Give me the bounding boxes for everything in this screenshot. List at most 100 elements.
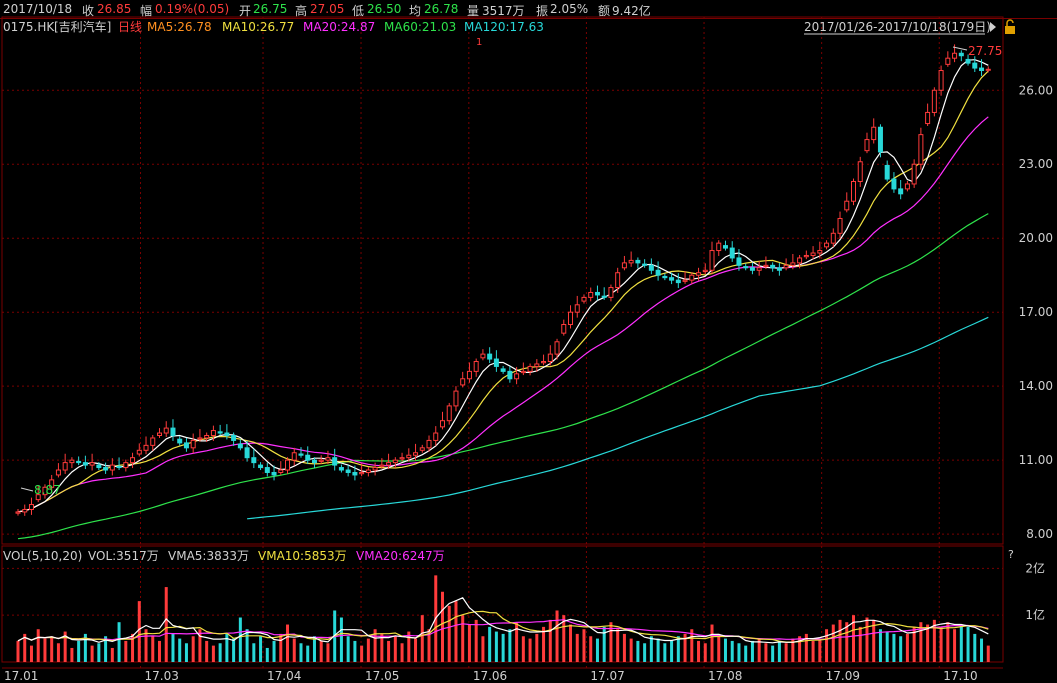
help-icon[interactable]: ? xyxy=(1008,548,1014,561)
candle-body xyxy=(716,242,722,252)
open-value: 26.75 xyxy=(253,2,288,16)
candle-body xyxy=(608,287,614,298)
candle-body xyxy=(62,462,68,471)
volume-bar xyxy=(905,633,909,662)
ma10-line xyxy=(17,70,989,513)
volume-bar xyxy=(400,643,404,662)
candle-body xyxy=(817,250,823,254)
candle-body xyxy=(621,262,627,269)
volume-bar xyxy=(710,624,714,662)
volume-bar xyxy=(366,638,370,662)
volume-bar xyxy=(515,622,519,662)
candle-body xyxy=(473,361,479,372)
low-annotation-pointer xyxy=(20,487,34,492)
candle-body xyxy=(648,264,654,271)
date-tick-label: 17.09 xyxy=(826,669,860,683)
candle-body xyxy=(945,57,951,65)
volume-bar xyxy=(178,638,182,662)
price-tick-label: 8.00 xyxy=(1026,527,1053,541)
candle-body xyxy=(379,464,385,467)
candlesticks xyxy=(15,44,991,516)
price-tick-label: 17.00 xyxy=(1019,305,1053,319)
candle-body xyxy=(69,459,75,464)
candle-body xyxy=(877,126,883,153)
volume-bar xyxy=(286,624,290,662)
date-axis-labels: 17.01 17.03 17.04 17.05 17.06 17.07 17.08 17.09… xyxy=(4,669,978,683)
volume-bar xyxy=(966,626,970,662)
candle-body xyxy=(594,291,600,296)
volume-bar xyxy=(737,643,741,662)
candle-body xyxy=(696,272,702,276)
period-label[interactable]: 日线 xyxy=(118,20,142,34)
volume-bar xyxy=(151,636,155,662)
candle-body xyxy=(419,447,425,451)
candle-body xyxy=(190,439,196,449)
date-range-label[interactable]: 2017/01/26-2017/10/18(179日) xyxy=(804,20,991,34)
candle-body xyxy=(864,139,870,152)
candle-body xyxy=(952,52,958,59)
ma120-label: MA120:17.63 xyxy=(464,20,544,34)
candle-body xyxy=(884,164,890,180)
lock-icon[interactable] xyxy=(1005,19,1015,34)
volume-bar xyxy=(353,640,357,662)
volume-bar xyxy=(29,645,33,662)
volume-bar xyxy=(670,640,674,662)
candle-body xyxy=(898,188,904,195)
volume-bar xyxy=(980,638,984,662)
volume-bar xyxy=(528,638,532,662)
candle-body xyxy=(709,250,715,271)
volume-bar xyxy=(77,640,81,662)
candle-body xyxy=(345,469,351,473)
volume-bar xyxy=(488,626,492,662)
volume-bar xyxy=(953,629,957,662)
candle-body xyxy=(338,467,344,471)
volume-bar xyxy=(461,615,465,662)
candle-body xyxy=(824,242,830,248)
candle-body xyxy=(837,217,843,234)
price-axis-labels: 8.00 11.00 14.00 17.00 20.00 23.00 26.00 xyxy=(1019,83,1053,541)
volume-value: 3517万 xyxy=(482,4,525,18)
volume-bar xyxy=(582,629,586,662)
amount-label: 额 xyxy=(598,4,611,18)
volume-bar xyxy=(393,636,397,662)
volume-bar xyxy=(865,617,869,662)
volume-bar xyxy=(501,633,505,662)
volume-bar xyxy=(939,626,943,662)
candle-body xyxy=(534,363,540,367)
candle-body xyxy=(749,267,755,271)
candle-body xyxy=(15,511,21,514)
volume-bar xyxy=(744,645,748,662)
candle-body xyxy=(359,471,365,475)
volume-bar xyxy=(959,624,963,662)
candle-body xyxy=(797,257,803,264)
volume-bar xyxy=(771,645,775,662)
volume-bar xyxy=(723,638,727,662)
volume-bar xyxy=(703,643,707,662)
candle-body xyxy=(433,432,439,441)
play-icon[interactable] xyxy=(990,22,996,32)
grid-lines xyxy=(1,16,1004,669)
candle-body xyxy=(554,341,560,355)
candle-body xyxy=(89,462,95,466)
candle-body xyxy=(487,353,493,360)
candle-body xyxy=(439,420,445,428)
candle-body xyxy=(682,279,688,282)
candle-body xyxy=(689,274,695,281)
volume-bar xyxy=(676,636,680,662)
volume-bar xyxy=(56,643,60,662)
volume-bar xyxy=(252,643,256,662)
volume-bar xyxy=(885,631,889,662)
candle-body xyxy=(756,267,762,271)
candle-body xyxy=(702,269,708,273)
candle-body xyxy=(857,161,863,182)
candle-body xyxy=(399,457,405,460)
candle-body xyxy=(96,464,102,469)
volume-bar xyxy=(306,645,310,662)
candle-body xyxy=(28,504,34,510)
volume-bar xyxy=(481,636,485,662)
candle-body xyxy=(55,469,61,476)
candle-body xyxy=(170,427,176,436)
event-marker[interactable]: 1 xyxy=(476,37,482,48)
volume-bar xyxy=(43,638,47,662)
